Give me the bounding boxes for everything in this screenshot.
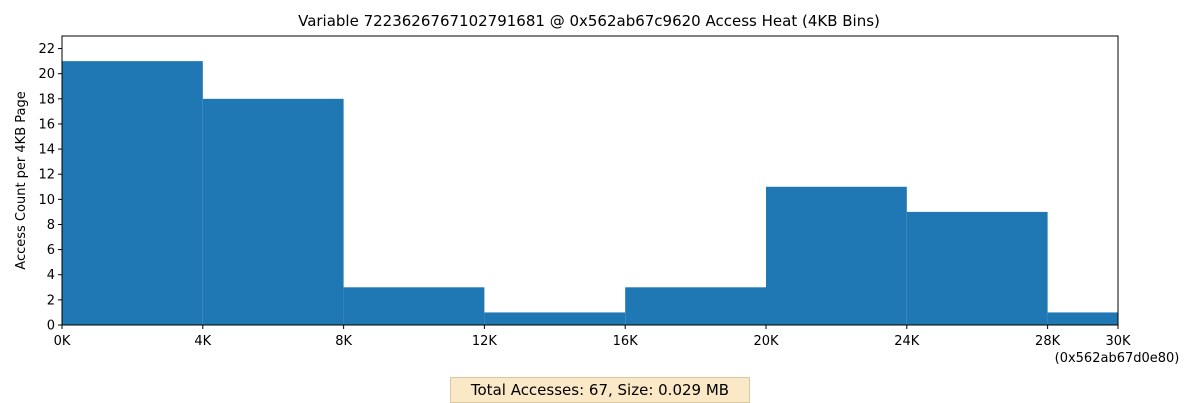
summary-box: Total Accesses: 67, Size: 0.029 MB bbox=[450, 377, 750, 403]
chart-title: Variable 7223626767102791681 @ 0x562ab67… bbox=[298, 12, 880, 30]
y-axis: 0 2 4 6 8 10 12 14 16 18 20 22 bbox=[38, 42, 62, 334]
x-axis: 0K 4K 8K 12K 16K 20K 24K 28K 30K bbox=[54, 325, 1131, 349]
plot-frame bbox=[61, 35, 1119, 326]
x-tick-label: 30K bbox=[1105, 334, 1131, 349]
y-tick-label: 0 bbox=[47, 319, 55, 334]
y-tick-label: 2 bbox=[47, 293, 55, 308]
x-tick-label: 16K bbox=[613, 334, 639, 349]
histogram-bar-6 bbox=[906, 211, 1048, 325]
y-tick-label: 4 bbox=[47, 268, 55, 283]
y-tick-label: 16 bbox=[38, 117, 55, 132]
histogram-bar-1 bbox=[202, 98, 344, 326]
y-axis-label: Access Count per 4KB Page bbox=[14, 91, 29, 269]
x-tick-label: 0K bbox=[54, 334, 71, 349]
histogram-bar-4 bbox=[625, 287, 766, 325]
x-tick-label: 4K bbox=[194, 334, 211, 349]
y-tick-label: 12 bbox=[38, 168, 55, 183]
x-tick-label: 8K bbox=[335, 334, 352, 349]
histogram-bar-2 bbox=[343, 287, 485, 325]
x-end-address-label: (0x562ab67d0e80) bbox=[1055, 351, 1180, 366]
x-tick-label: 24K bbox=[894, 334, 920, 349]
histogram-bar-0 bbox=[62, 61, 203, 326]
histogram-bar-5 bbox=[766, 186, 907, 325]
y-tick-label: 8 bbox=[47, 218, 55, 233]
y-tick-label: 20 bbox=[38, 67, 55, 82]
y-tick-label: 10 bbox=[38, 193, 55, 208]
summary-text: Total Accesses: 67, Size: 0.029 MB bbox=[470, 381, 730, 399]
y-tick-label: 18 bbox=[38, 92, 55, 107]
y-tick-label: 22 bbox=[38, 42, 55, 57]
x-tick-label: 28K bbox=[1035, 334, 1061, 349]
histogram-bar-3 bbox=[484, 312, 626, 325]
y-tick-label: 6 bbox=[47, 243, 55, 258]
x-tick-label: 12K bbox=[472, 334, 498, 349]
histogram-bar-7 bbox=[1047, 312, 1118, 325]
bars-group bbox=[62, 61, 1118, 326]
x-tick-label: 20K bbox=[753, 334, 779, 349]
y-tick-label: 14 bbox=[38, 143, 55, 158]
